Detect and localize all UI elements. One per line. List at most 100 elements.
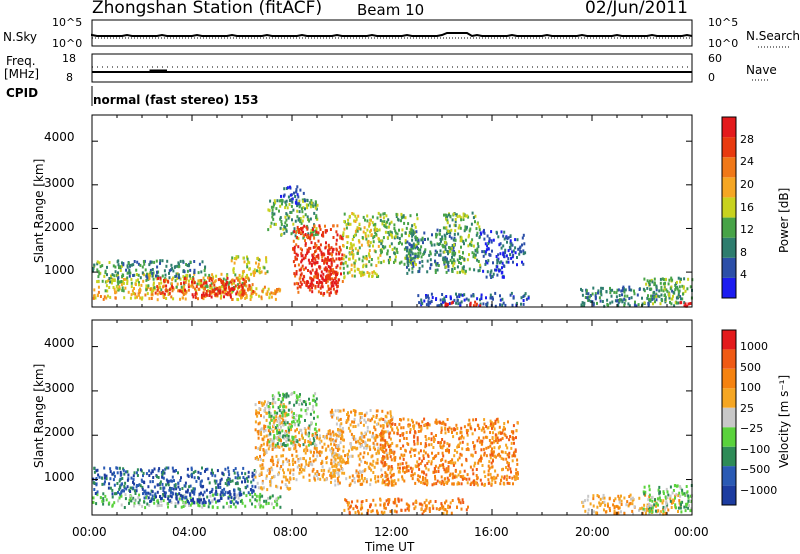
velocity-cell: [460, 453, 463, 457]
power-cell: [171, 267, 173, 271]
power-cell: [234, 284, 237, 288]
power-cell: [362, 230, 365, 234]
power-cell: [297, 282, 300, 286]
velocity-cell: [207, 505, 210, 509]
velocity-cell: [285, 444, 287, 448]
power-cell: [189, 276, 192, 280]
velocity-cell: [284, 431, 287, 435]
velocity-cell: [276, 424, 279, 427]
velocity-cell: [269, 412, 272, 415]
power-cell: [406, 265, 408, 269]
power-cell: [497, 253, 500, 257]
power-cell: [177, 289, 180, 293]
velocity-cell: [144, 492, 147, 496]
velocity-cell: [331, 471, 334, 475]
power-cell: [328, 276, 331, 280]
power-cell: [412, 242, 415, 246]
power-cell: [335, 242, 338, 246]
power-cell: [346, 241, 349, 244]
velocity-cell: [251, 491, 254, 495]
power-cell: [320, 291, 322, 295]
power-cell: [317, 256, 320, 260]
velocity-cell: [162, 489, 165, 492]
velocity-cell: [177, 481, 180, 485]
power-cell: [459, 239, 462, 243]
velocity-cell: [218, 499, 221, 503]
velocity-cell: [304, 451, 307, 455]
power-cell: [316, 272, 319, 276]
velocity-cell: [310, 421, 313, 425]
power-cell: [398, 237, 401, 240]
velocity-cell: [332, 433, 335, 437]
power-cell: [649, 299, 652, 303]
velocity-cell: [259, 464, 262, 468]
velocity-cell: [317, 477, 319, 481]
velocity-cell: [376, 461, 379, 465]
power-cell: [130, 277, 133, 281]
power-cell: [243, 291, 246, 295]
power-cell: [443, 260, 446, 264]
velocity-cell: [271, 494, 274, 498]
power-cell: [311, 268, 314, 272]
power-cell: [499, 242, 502, 246]
power-cell: [675, 286, 678, 289]
power-cell: [504, 248, 507, 252]
power-cell: [615, 299, 618, 303]
velocity-cell: [326, 433, 329, 437]
power-cell: [247, 260, 250, 264]
velocity-cell: [269, 426, 271, 430]
velocity-cell: [445, 449, 447, 452]
velocity-cell: [104, 494, 107, 498]
power-cell: [331, 281, 334, 285]
velocity-cell: [500, 478, 503, 482]
velocity-cell: [236, 476, 239, 480]
velocity-cell: [494, 455, 497, 459]
power-cell: [436, 268, 439, 272]
power-cell: [237, 283, 240, 287]
power-cell: [374, 250, 377, 254]
velocity-cell: [435, 418, 438, 422]
power-cell: [601, 300, 604, 303]
velocity-cell: [320, 450, 323, 454]
velocity-cell: [458, 456, 461, 460]
velocity-cell: [312, 454, 315, 458]
power-cell: [378, 239, 381, 243]
velocity-cell: [265, 449, 268, 453]
power-cell: [235, 255, 238, 259]
velocity-cell: [330, 458, 333, 462]
power-cell: [525, 297, 528, 301]
power-cell: [583, 301, 586, 305]
velocity-cell: [369, 430, 371, 434]
power-cell: [484, 250, 487, 254]
velocity-cell: [377, 422, 380, 426]
velocity-cell: [272, 463, 275, 466]
velocity-cell: [318, 473, 321, 476]
velocity-cell: [487, 478, 490, 482]
velocity-cell: [217, 483, 220, 487]
freq-tick-high: 18: [62, 52, 76, 65]
velocity-cell: [283, 404, 286, 408]
velocity-cell: [424, 423, 427, 427]
power-cell: [301, 258, 304, 262]
velocity-cell: [99, 496, 102, 500]
power-cell: [106, 273, 108, 277]
velocity-cell: [374, 475, 377, 478]
power-cell: [597, 289, 600, 293]
power-cell: [460, 236, 463, 240]
velocity-cell: [377, 446, 380, 450]
power-cell: [415, 243, 418, 247]
velocity-cell: [254, 420, 257, 424]
power-cell: [373, 235, 376, 238]
nsky-line: [91, 32, 693, 38]
velocity-cell: [341, 435, 344, 439]
power-cell: [415, 230, 418, 234]
power-cell: [368, 272, 371, 276]
velocity-cell: [123, 472, 126, 476]
power-cell: [274, 201, 277, 205]
velocity-cell: [491, 447, 493, 451]
power-cell: [315, 271, 317, 275]
velocity-cell: [190, 475, 193, 479]
power-cell: [502, 264, 505, 268]
power-cell: [116, 274, 119, 278]
power-cell: [382, 236, 385, 240]
